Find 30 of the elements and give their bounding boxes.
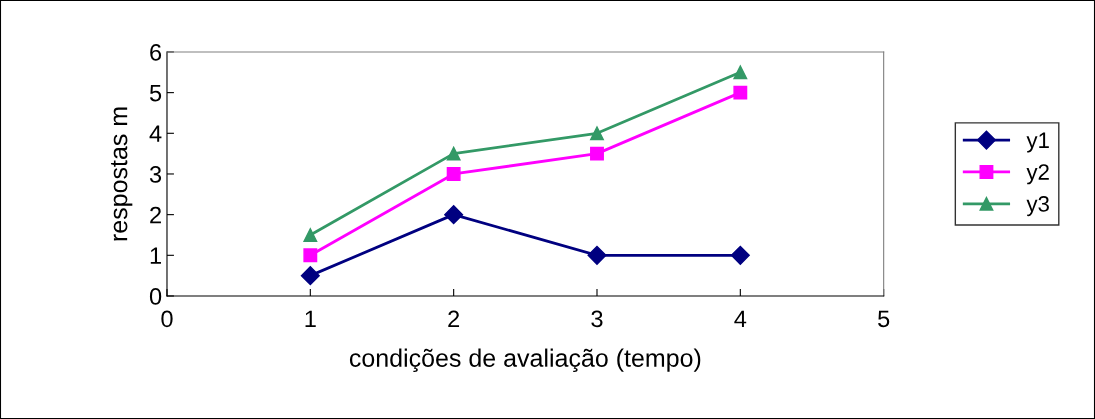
legend-label: y1 bbox=[1026, 132, 1049, 153]
y-axis-title: respostas m bbox=[110, 107, 133, 241]
y-tick-label: 2 bbox=[150, 206, 161, 224]
point bbox=[444, 205, 464, 225]
x-tick-label: 1 bbox=[305, 310, 316, 327]
point bbox=[590, 146, 604, 161]
y-tick-label: 0 bbox=[149, 288, 162, 305]
x-tick-label: 4 bbox=[734, 310, 747, 327]
y-tick-label: 5 bbox=[149, 84, 162, 102]
y-tick-label: 4 bbox=[149, 125, 162, 142]
x-tick-label: 3 bbox=[591, 310, 603, 328]
point bbox=[733, 85, 748, 100]
x-tick-label: 5 bbox=[878, 310, 890, 328]
point bbox=[733, 65, 748, 80]
point bbox=[303, 248, 318, 263]
point bbox=[446, 167, 461, 181]
x-tick-label: 0 bbox=[161, 310, 173, 328]
x-axis-title: condições de avaliação (tempo) bbox=[349, 348, 701, 372]
y-tick-label: 3 bbox=[149, 166, 162, 183]
legend-label: y3 bbox=[1026, 196, 1049, 217]
point bbox=[446, 146, 461, 161]
y-tick-label: 6 bbox=[150, 44, 162, 61]
legend-label: y2 bbox=[1026, 164, 1049, 185]
point bbox=[590, 126, 604, 141]
point bbox=[730, 245, 750, 265]
y-tick-label: 1 bbox=[150, 247, 161, 264]
point bbox=[303, 228, 318, 242]
point bbox=[300, 266, 320, 286]
point bbox=[587, 245, 607, 265]
x-tick-label: 2 bbox=[448, 310, 460, 327]
